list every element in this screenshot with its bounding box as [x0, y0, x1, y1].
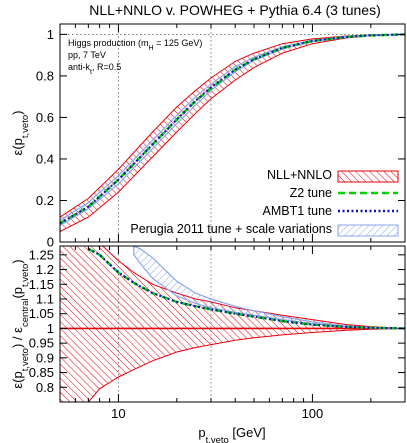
bottom-xtick-label-100: 100 — [302, 406, 324, 421]
top-ytick-label-0: 0 — [47, 235, 54, 250]
legend: NLL+NNLO Z2 tune AMBT1 tune Perugia 2011… — [130, 168, 399, 237]
chart-title: NLL+NNLO v. POWHEG + Pythia 6.4 (3 tunes… — [89, 2, 381, 18]
top-ytick-label-5: 1 — [47, 27, 54, 42]
bottom-ylabel: ε(pt,veto) / εcentral(pt,veto) — [10, 259, 31, 388]
bottom-ytick-label-4: 1 — [47, 321, 54, 336]
legend-label-perugia: Perugia 2011 tune + scale variations — [130, 222, 332, 236]
bottom-line-z2 — [87, 247, 405, 330]
bottom-ytick-label-6: 1.1 — [36, 291, 54, 306]
bottom-ytick-label-0: 0.8 — [36, 380, 54, 395]
top-line-ambt1 — [60, 33, 405, 225]
legend-label-z2: Z2 tune — [290, 186, 332, 200]
annotation-pp: pp, 7 TeV — [68, 50, 106, 60]
bottom-xtick-label-10: 10 — [111, 406, 125, 421]
bottom-ytick-label-8: 1.2 — [36, 262, 54, 277]
top-ytick-label-2: 0.4 — [36, 151, 54, 166]
bottom-plot-frame — [59, 245, 406, 403]
top-grid — [60, 24, 405, 242]
bottom-ytick-label-5: 1.05 — [29, 306, 54, 321]
legend-label-nllnnlo: NLL+NNLO — [267, 168, 332, 182]
bottom-ytick-label-1: 0.85 — [29, 365, 54, 380]
bottom-band-perugia — [133, 246, 405, 329]
bottom-ytick-label-3: 0.95 — [29, 336, 54, 351]
legend-swatch-perugia — [337, 224, 399, 237]
top-ticks: 0 0.2 0.4 0.6 0.8 1 — [36, 24, 406, 250]
top-ylabel: ε(pt,veto) — [10, 111, 31, 156]
top-series-layer — [60, 33, 405, 233]
top-ytick-label-4: 0.8 — [36, 68, 54, 83]
top-ytick-label-1: 0.2 — [36, 193, 54, 208]
top-plot-frame — [59, 23, 406, 243]
annotation-higgs: Higgs production (mH = 125 GeV) — [68, 38, 202, 52]
legend-label-ambt1: AMBT1 tune — [263, 204, 333, 218]
bottom-series-layer — [60, 246, 405, 402]
top-ytick-label-3: 0.6 — [36, 110, 54, 125]
bottom-ytick-label-9: 1.25 — [29, 247, 54, 262]
bottom-ytick-label-7: 1.15 — [29, 277, 54, 292]
legend-swatch-nllnnlo — [337, 170, 399, 183]
x-axis-label: pt,veto [GeV] — [198, 425, 265, 443]
annotation-antikt: anti-kt, R=0.5 — [68, 62, 121, 76]
bottom-ytick-label-2: 0.9 — [36, 350, 54, 365]
